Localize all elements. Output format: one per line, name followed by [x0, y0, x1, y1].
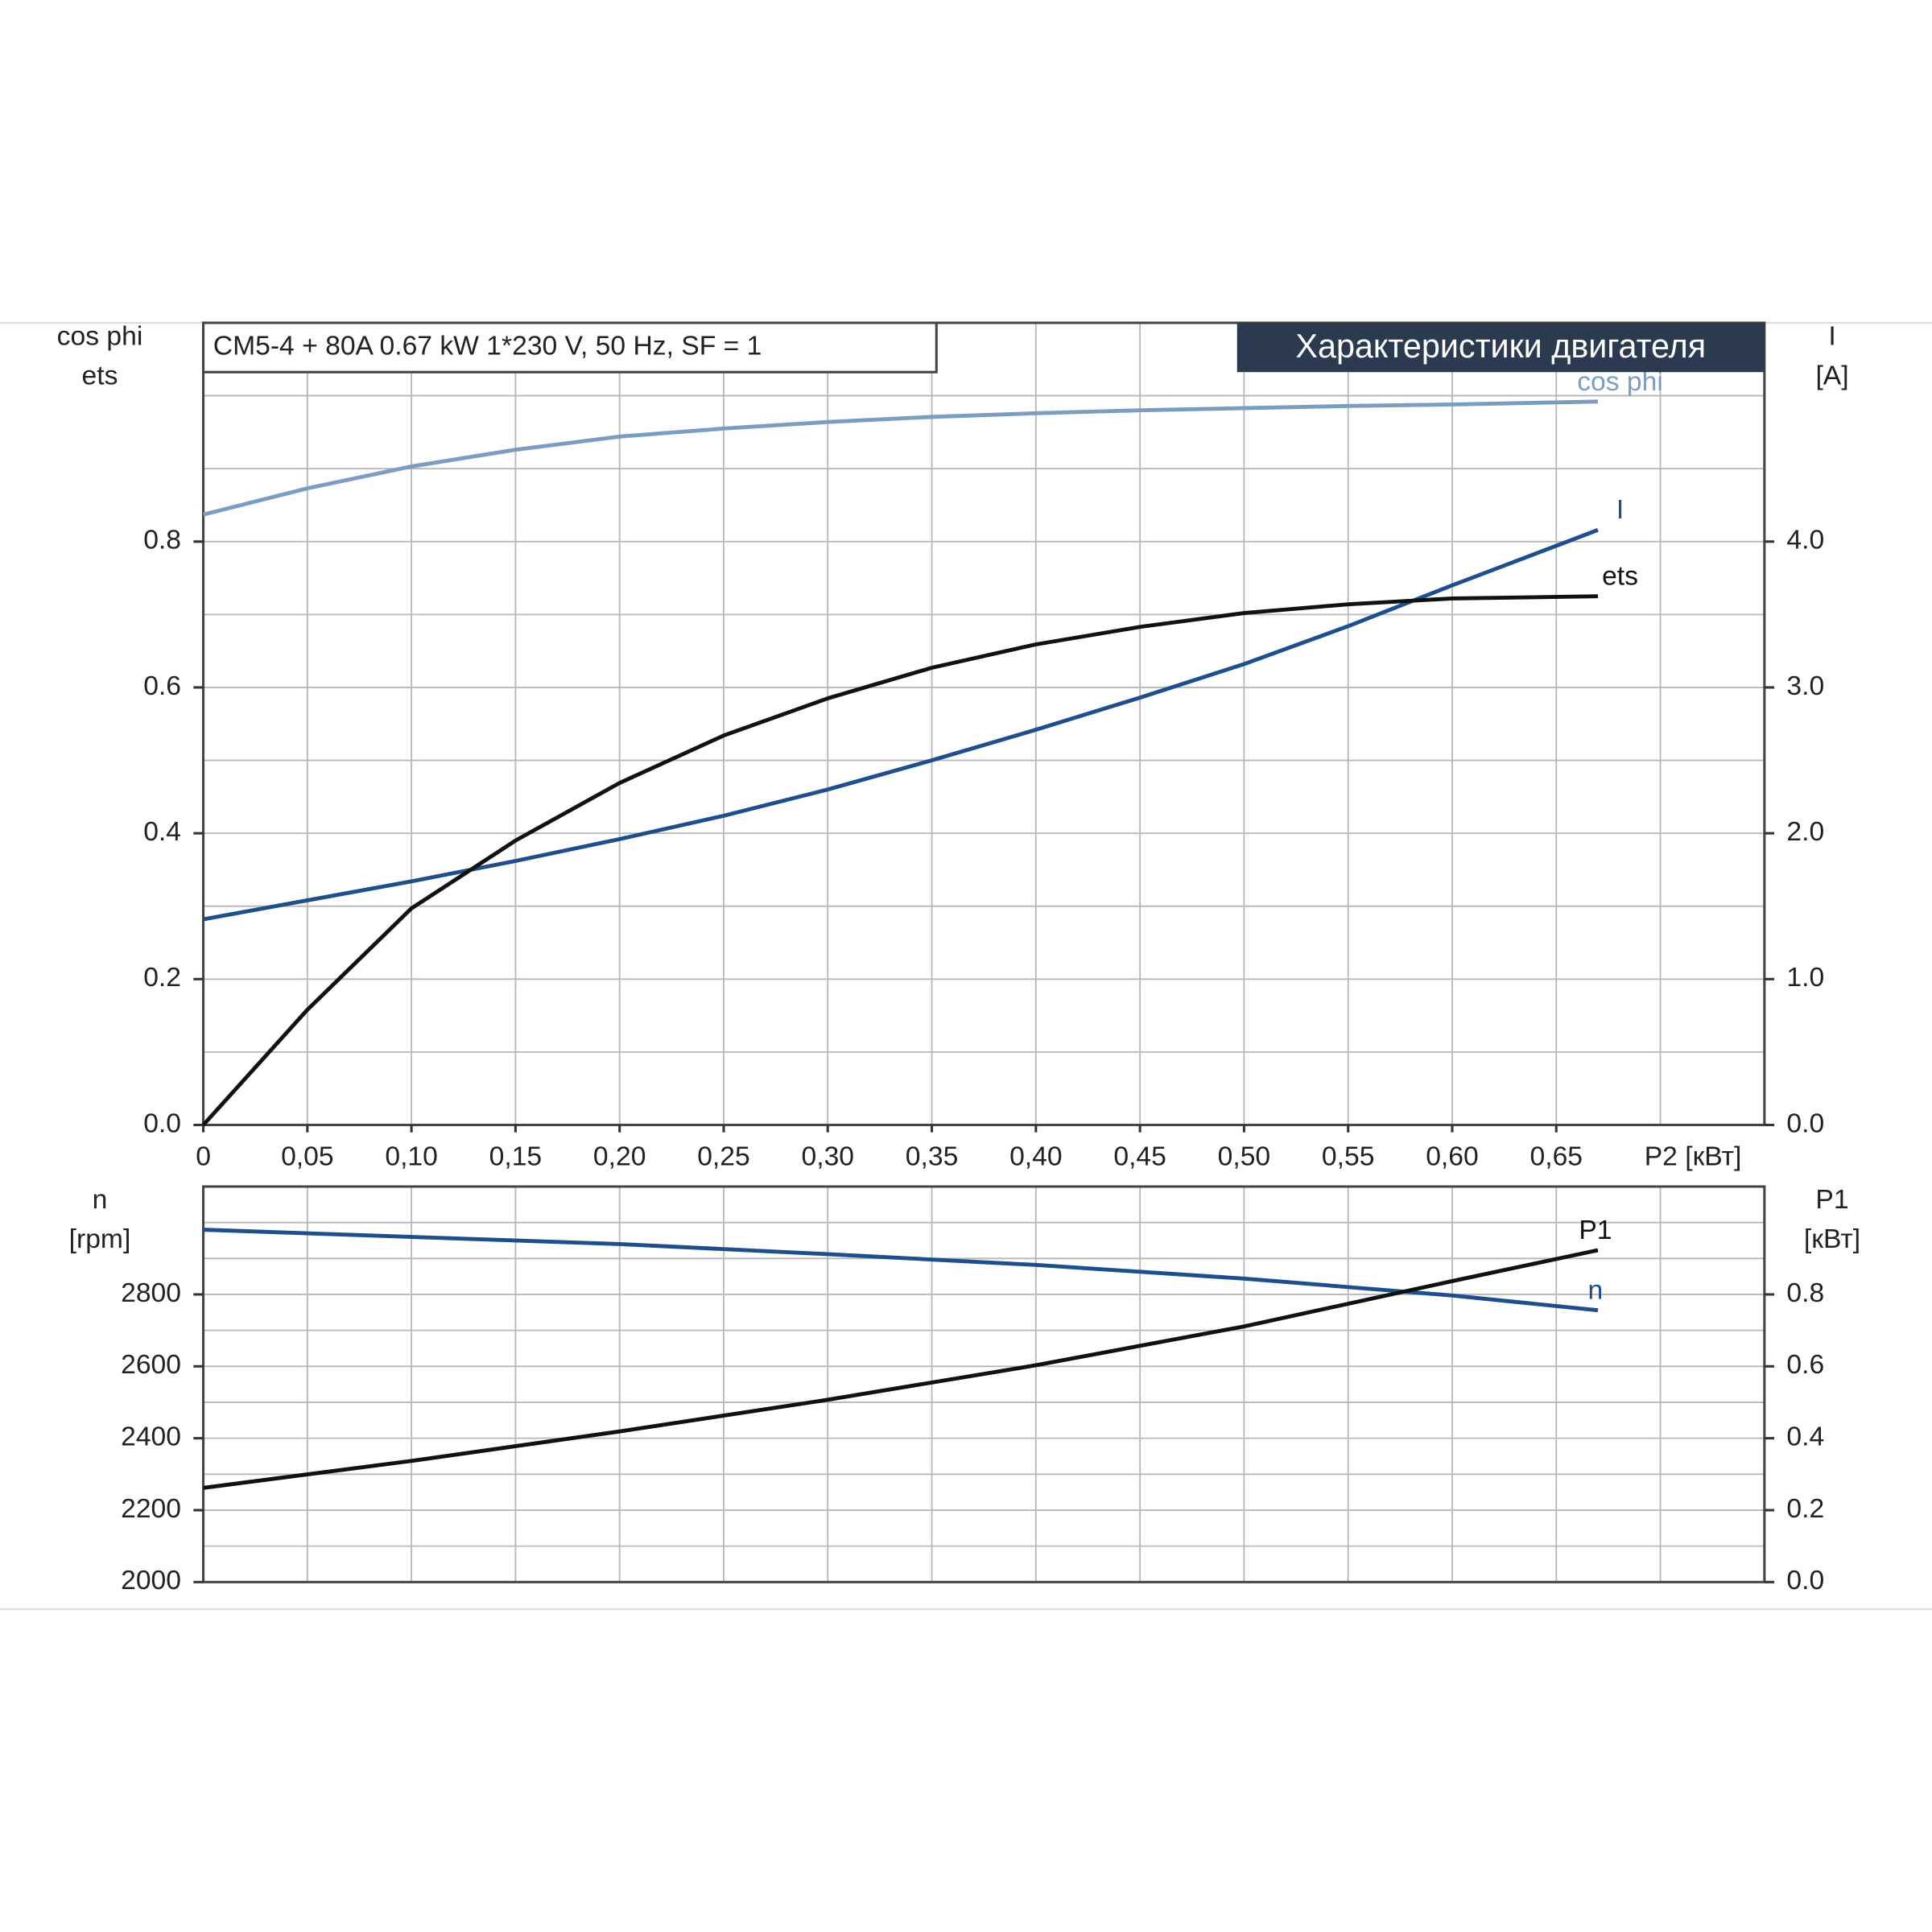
subtitle: CM5-4 + 80A 0.67 kW 1*230 V, 50 Hz, SF =… — [213, 332, 762, 361]
series-label: n — [1588, 1276, 1604, 1306]
y2-tick-label: 3.0 — [1786, 671, 1824, 701]
y2-tick-label: 1.0 — [1786, 963, 1824, 993]
series-label: P1 — [1579, 1216, 1612, 1245]
y-tick-label: 2600 — [121, 1350, 181, 1380]
series-line — [203, 1248, 1599, 1490]
y-tick-label: 0.6 — [143, 671, 181, 701]
y-tick-label: 2000 — [121, 1566, 181, 1596]
x-tick-label: 0,20 — [593, 1142, 646, 1172]
x-tick-label: 0,55 — [1322, 1142, 1375, 1172]
x-tick-label: 0,50 — [1218, 1142, 1271, 1172]
y2-tick-label: 0.4 — [1786, 1422, 1824, 1452]
y2-tick-label: 0.6 — [1786, 1350, 1824, 1380]
y-axis-label: ets — [82, 361, 118, 390]
x-tick-label: 0,45 — [1113, 1142, 1166, 1172]
y2-tick-label: 0.2 — [1786, 1494, 1824, 1524]
series-line — [202, 399, 1599, 517]
x-tick-label: 0 — [196, 1142, 211, 1172]
y-tick-label: 2200 — [121, 1494, 181, 1524]
y-tick-label: 0.4 — [143, 817, 181, 847]
y-tick-label: 2400 — [121, 1422, 181, 1452]
series-line — [203, 1228, 1599, 1313]
y-axis-label: [rpm] — [69, 1224, 131, 1254]
x-tick-label: 0,40 — [1009, 1142, 1063, 1172]
title-box — [1236, 323, 1765, 373]
y2-axis-label: [A] — [1815, 361, 1848, 390]
y-axis-label: cos phi — [57, 321, 143, 351]
x-tick-label: 0,10 — [385, 1142, 438, 1172]
x-tick-label: 0,60 — [1426, 1142, 1479, 1172]
y-tick-label: 0.0 — [143, 1108, 181, 1138]
y-tick-label: 2800 — [121, 1278, 181, 1308]
subtitle-box — [202, 321, 938, 374]
x-tick-label: 0,15 — [489, 1142, 543, 1172]
y2-axis-label: I — [1828, 321, 1835, 351]
y2-axis-label: P1 — [1815, 1185, 1848, 1215]
chart-title: Характеристики двигателя — [1295, 328, 1706, 365]
x-tick-label: 0,05 — [281, 1142, 334, 1172]
series-line — [203, 527, 1599, 922]
y-tick-label: 0.2 — [143, 963, 181, 993]
x-axis-label: P2 [кВт] — [1645, 1142, 1742, 1172]
x-tick-label: 0,25 — [697, 1142, 750, 1172]
y2-tick-label: 0.0 — [1786, 1108, 1824, 1138]
y2-tick-label: 0.8 — [1786, 1278, 1824, 1308]
y2-axis-label: [кВт] — [1804, 1224, 1860, 1254]
series-line — [201, 594, 1599, 1127]
y-axis-label: n — [93, 1185, 108, 1215]
x-tick-label: 0,65 — [1530, 1142, 1583, 1172]
x-tick-label: 0,30 — [802, 1142, 855, 1172]
y-tick-label: 0.8 — [143, 526, 181, 555]
series-label: ets — [1602, 562, 1638, 592]
y2-tick-label: 2.0 — [1786, 817, 1824, 847]
series-label: I — [1616, 495, 1624, 525]
y2-tick-label: 4.0 — [1786, 526, 1824, 555]
x-tick-label: 0,35 — [906, 1142, 959, 1172]
y2-tick-label: 0.0 — [1786, 1566, 1824, 1596]
plot-frame — [202, 321, 1766, 1126]
plot-frame — [202, 1185, 1766, 1583]
